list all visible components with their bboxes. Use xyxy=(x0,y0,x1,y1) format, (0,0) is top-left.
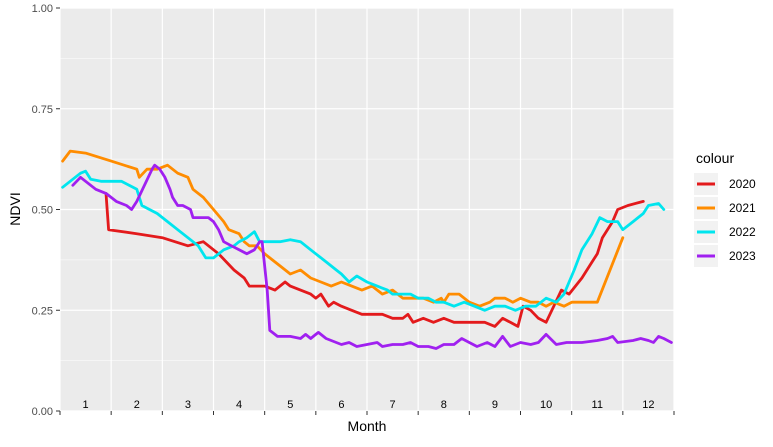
x-tick-label: 3 xyxy=(185,399,191,411)
y-axis-ticks: 0.00 0.25 0.50 0.75 1.00 xyxy=(32,3,60,418)
series-lines xyxy=(61,149,673,350)
legend-label-2020: 2020 xyxy=(729,177,756,191)
x-axis-title: Month xyxy=(348,418,387,434)
x-tick-label: 2 xyxy=(134,399,140,411)
x-tick-label: 10 xyxy=(540,399,552,411)
x-tick-label: 6 xyxy=(338,399,344,411)
y-tick-label: 0.50 xyxy=(32,205,53,217)
series-line-2023 xyxy=(71,163,673,350)
legend-items: 2020 2021 2022 2023 xyxy=(694,173,756,267)
x-tick-label: 1 xyxy=(83,399,89,411)
x-tick-label: 7 xyxy=(390,399,396,411)
legend-title: colour xyxy=(696,150,734,166)
x-tick-label: 8 xyxy=(441,399,447,411)
series-line-2021 xyxy=(61,149,625,308)
legend-label-2023: 2023 xyxy=(729,249,756,263)
x-tick-label: 4 xyxy=(236,399,242,411)
y-tick-label: 0.00 xyxy=(32,406,53,418)
series-line-2022 xyxy=(61,169,666,312)
x-tick-label: 9 xyxy=(492,399,498,411)
x-tick-label: 12 xyxy=(642,399,654,411)
y-tick-label: 0.25 xyxy=(32,305,53,317)
series-line-2020 xyxy=(104,192,645,328)
y-tick-label: 0.75 xyxy=(32,104,53,116)
x-tick-label: 5 xyxy=(287,399,293,411)
legend-label-2021: 2021 xyxy=(729,201,756,215)
x-axis-ticks: 1 2 3 4 5 6 7 8 9 10 11 12 xyxy=(59,399,675,415)
y-axis-title: NDVI xyxy=(7,192,23,225)
y-tick-label: 1.00 xyxy=(32,3,53,15)
legend: colour 2020 2021 2022 2023 xyxy=(694,150,756,267)
legend-label-2022: 2022 xyxy=(729,225,756,239)
x-tick-label: 11 xyxy=(592,399,603,411)
